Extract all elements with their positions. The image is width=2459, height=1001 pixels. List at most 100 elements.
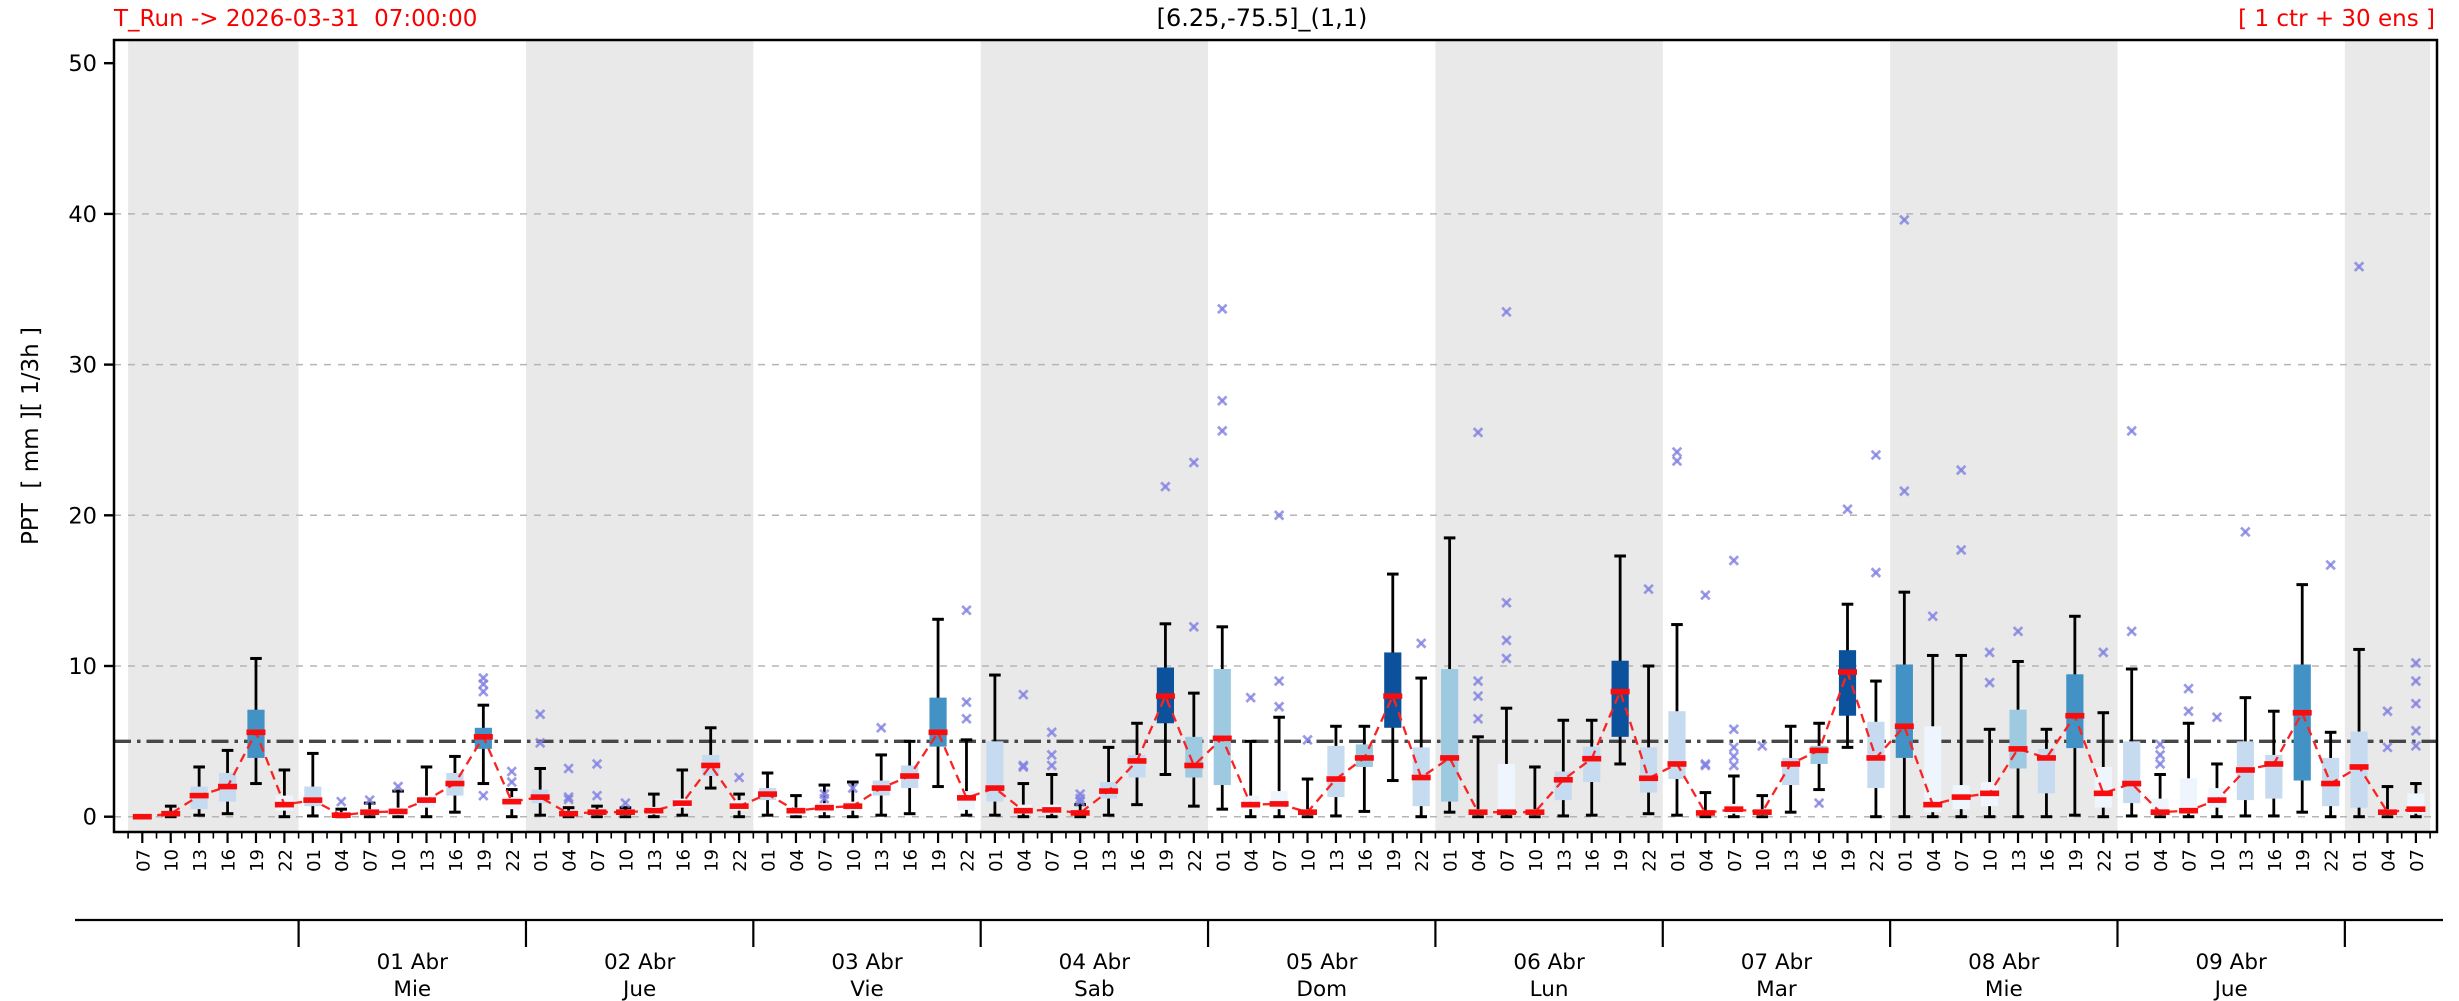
x-tick-label: 22 — [957, 849, 978, 872]
x-tick-label: 07 — [2180, 849, 2201, 872]
median-marker — [417, 797, 436, 803]
median-marker — [1070, 810, 1090, 816]
x-tick-label: 19 — [929, 849, 950, 872]
x-tick-label: 13 — [645, 849, 666, 872]
median-marker — [1923, 801, 1943, 808]
outlier-x-icon — [847, 782, 859, 794]
median-marker — [2377, 809, 2397, 815]
outlier-x-icon — [1188, 621, 1200, 633]
outlier-x-icon — [2183, 683, 2194, 694]
x-tick-label: 01 — [531, 849, 552, 872]
outlier-x-icon — [1671, 446, 1683, 458]
median-marker — [1894, 723, 1914, 730]
x-tick-label: 01 — [2123, 849, 2144, 872]
outlier-x-icon — [1046, 749, 1057, 761]
outlier-x-icon — [2126, 425, 2137, 437]
x-tick-label: 04 — [1469, 849, 1490, 872]
iqr-box — [1924, 726, 1942, 813]
outlier-x-icon — [2154, 758, 2166, 770]
median-marker — [1781, 761, 1801, 767]
median-marker — [900, 773, 920, 779]
y-tick-label: 30 — [68, 353, 97, 379]
x-tick-label: 04 — [2378, 849, 2399, 872]
day-date-label: 02 Abr — [604, 950, 676, 975]
median-marker — [1496, 809, 1516, 815]
outlier-x-icon — [2410, 725, 2422, 737]
x-tick-label: 16 — [1810, 849, 1831, 872]
x-tick-label: 01 — [1213, 849, 1234, 872]
median-marker — [189, 792, 209, 799]
outlier-x-icon — [2410, 657, 2422, 669]
x-tick-label: 01 — [304, 849, 325, 872]
x-tick-label: 19 — [247, 849, 268, 872]
median-marker — [786, 807, 806, 814]
outlier-x-icon — [534, 708, 546, 720]
median-marker — [1866, 755, 1886, 761]
iqr-box — [2123, 741, 2141, 804]
outlier-x-icon — [1472, 690, 1484, 702]
day-date-label: 08 Abr — [1968, 950, 2040, 975]
outlier-x-icon — [1870, 567, 1882, 578]
median-marker — [1809, 747, 1829, 754]
x-tick-label: 13 — [1782, 849, 1803, 872]
median-marker — [2179, 807, 2199, 814]
x-tick-label: 07 — [588, 849, 609, 872]
iqr-box — [929, 697, 947, 747]
day-weekday-label: Vie — [850, 977, 883, 1001]
iqr-box — [1384, 652, 1402, 728]
outlier-x-icon — [2126, 626, 2137, 637]
x-tick-label: 16 — [1583, 849, 1604, 872]
x-tick-label: 13 — [1100, 849, 1121, 872]
median-marker — [161, 810, 181, 817]
median-marker — [2349, 764, 2369, 770]
iqr-box — [2094, 766, 2112, 808]
outlier-x-icon — [1756, 740, 1768, 752]
run-timestamp-label: T_Run -> 2026-03-31 07:00:00 — [114, 6, 478, 32]
x-tick-label: 10 — [2208, 849, 2229, 872]
median-marker — [1639, 775, 1659, 782]
outlier-x-icon — [1160, 481, 1171, 492]
outlier-x-icon — [1415, 638, 1427, 649]
median-marker — [1411, 774, 1431, 781]
iqr-box — [1327, 745, 1345, 798]
x-tick-label: 19 — [702, 849, 723, 872]
day-shading-band — [2344, 40, 2431, 832]
median-marker — [388, 808, 408, 815]
x-tick-label: 07 — [1952, 849, 1973, 872]
median-marker — [956, 795, 976, 801]
outlier-x-icon — [478, 790, 489, 801]
x-tick-label: 19 — [1611, 849, 1632, 872]
x-tick-label: 16 — [446, 849, 467, 872]
y-tick-label: 10 — [68, 654, 97, 680]
median-marker — [2406, 806, 2426, 812]
median-marker — [331, 812, 351, 818]
day-weekday-label: Mar — [1756, 977, 1797, 1001]
outlier-x-icon — [2211, 711, 2223, 723]
median-marker — [1610, 688, 1630, 695]
iqr-box — [1213, 669, 1231, 786]
x-tick-label: 22 — [1867, 849, 1888, 872]
x-tick-label: 13 — [1327, 849, 1348, 872]
day-weekday-label: Mie — [1985, 977, 2023, 1001]
median-marker — [1383, 693, 1403, 699]
x-tick-label: 07 — [133, 849, 154, 872]
outlier-x-icon — [1700, 758, 1711, 770]
outlier-x-icon — [1188, 457, 1200, 468]
median-marker — [274, 801, 294, 808]
median-marker — [502, 798, 522, 805]
outlier-x-icon — [335, 796, 347, 807]
median-marker — [1440, 755, 1460, 761]
y-tick-label: 0 — [83, 805, 97, 831]
x-tick-label: 07 — [1043, 849, 1064, 872]
x-tick-label: 01 — [1441, 849, 1462, 872]
outlier-x-icon — [1472, 427, 1484, 438]
x-tick-label: 16 — [673, 849, 694, 872]
outlier-x-icon — [2382, 742, 2393, 753]
median-marker — [1980, 790, 2000, 797]
outlier-x-icon — [1501, 597, 1512, 608]
x-tick-label: 22 — [2322, 849, 2343, 872]
x-tick-label: 13 — [2236, 849, 2257, 872]
outlier-x-icon — [1018, 689, 1029, 700]
outlier-x-icon — [961, 696, 972, 708]
